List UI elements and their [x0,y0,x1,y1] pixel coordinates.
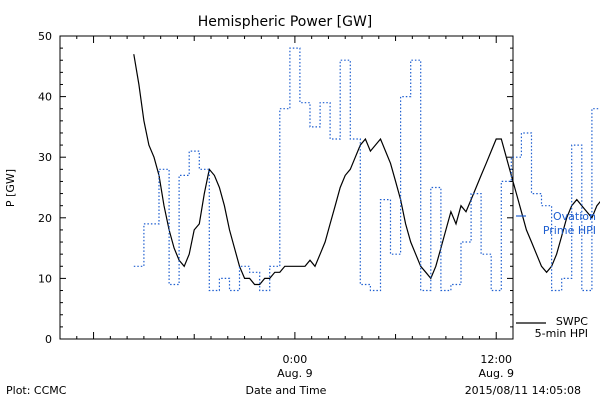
y-tick-label: 0 [45,333,52,346]
legend-label-ovation: Prime HPI [543,224,596,237]
plot-credit: Plot: CCMC [6,384,67,397]
series-line-swpc-5min-hpi [133,54,600,286]
y-tick-label: 10 [38,272,52,285]
series-line-ovation-prime-hpi [133,47,600,292]
timestamp: 2015/08/11 14:05:08 [465,384,581,397]
x-tick-time-label: 12:00 [480,353,512,366]
series-layer [133,47,600,292]
chart-title: Hemispheric Power [GW] [198,14,373,30]
y-axis: 0 10 20 30 40 50 [38,30,513,346]
legend-label-swpc: 5-min HPI [535,327,588,340]
y-tick-label: 20 [38,212,52,225]
x-tick-date-label: Aug. 9 [478,367,513,380]
y-tick-label: 50 [38,30,52,43]
x-tick-time-label: 0:00 [283,353,308,366]
x-axis-label: Date and Time [246,384,327,397]
x-tick-date-label: Aug. 9 [277,367,312,380]
legend-label-swpc: SWPC [556,315,588,328]
plot-frame [59,35,514,340]
y-tick-label: 40 [38,91,52,104]
y-axis-label: P [GW] [4,169,17,207]
y-tick-label: 30 [38,151,52,164]
legend-label-ovation: Ovation [553,210,596,223]
